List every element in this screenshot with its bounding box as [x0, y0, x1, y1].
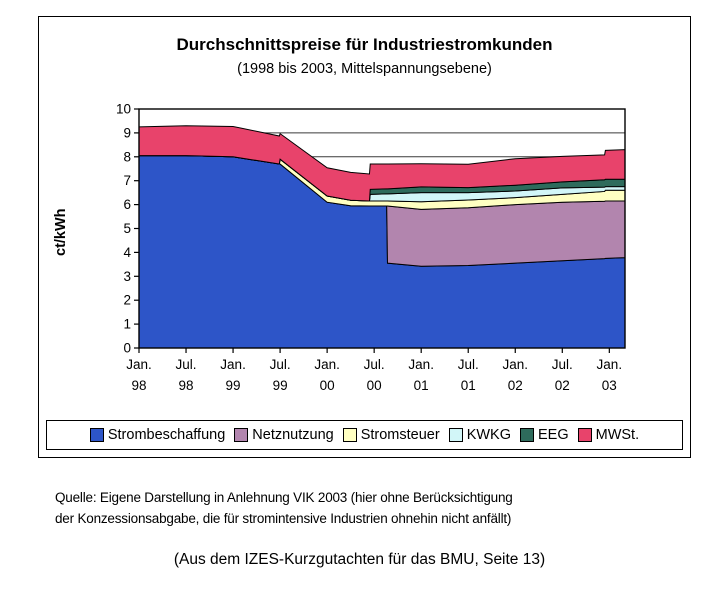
legend-swatch-kwkg — [448, 428, 463, 442]
caption: (Aus dem IZES-Kurzgutachten für das BMU,… — [173, 551, 546, 568]
source-note-line1: Quelle: Eigene Darstellung in Anlehnung … — [55, 490, 513, 505]
legend-swatch-strombeschaffung — [89, 428, 104, 442]
y-tick-label: 1 — [123, 317, 131, 332]
y-tick-label: 7 — [123, 173, 131, 188]
legend-label-eeg: EEG — [538, 427, 569, 443]
x-tick-label-year: 98 — [179, 378, 194, 393]
source-note: Quelle: Eigene Darstellung in Anlehnung … — [55, 487, 675, 529]
area-bands — [138, 125, 626, 349]
x-tick-label-year: 99 — [273, 378, 288, 393]
x-tick-label-year: 01 — [414, 378, 429, 393]
legend-swatch-stromsteuer — [342, 428, 357, 442]
legend-item-netznutzung: Netznutzung — [234, 427, 334, 443]
legend-label-strombeschaffung: Strombeschaffung — [107, 427, 226, 443]
y-tick-label: 10 — [116, 102, 131, 117]
x-tick-label-month: Jul. — [364, 357, 385, 372]
legend-item-eeg: EEG — [520, 427, 569, 443]
y-tick-label: 9 — [123, 125, 131, 140]
legend-swatch-eeg — [520, 428, 534, 442]
x-tick-label-month: Jul. — [176, 357, 197, 372]
x-tick-label-year: 03 — [602, 378, 617, 393]
legend-item-stromsteuer: Stromsteuer — [342, 427, 440, 443]
chart-title: Durchschnittspreise für Industriestromku… — [176, 35, 553, 54]
chart-subtitle: (1998 bis 2003, Mittelspannungsebene) — [237, 61, 492, 77]
legend-label-mwst: MWSt. — [595, 427, 640, 443]
y-tick-label: 6 — [123, 197, 131, 212]
chart-panel: 0 1 2 3 4 5 6 7 8 9 10 Jan. 98 Jul. 98 Jan. 99 Jul. 99 Jan.… — [38, 16, 691, 458]
x-tick-label-month: Jan. — [408, 357, 434, 372]
x-tick-label-year: 02 — [508, 378, 523, 393]
x-tick-label-month: Jan. — [220, 357, 246, 372]
legend-item-strombeschaffung: Strombeschaffung — [89, 427, 226, 443]
y-tick-label: 5 — [123, 221, 131, 236]
source-note-line2: der Konzessionsabgabe, die für strominte… — [55, 511, 512, 526]
x-tick-label-year: 00 — [367, 378, 382, 393]
x-tick-label-month: Jan. — [126, 357, 152, 372]
x-tick-label-month: Jan. — [597, 357, 623, 372]
x-tick-label-month: Jan. — [314, 357, 340, 372]
x-tick-label-month: Jul. — [270, 357, 291, 372]
y-tick-label: 8 — [123, 149, 131, 164]
x-axis: Jan. 98 Jul. 98 Jan. 99 Jul. 99 Jan. 00 Jul. 00 Jan.… — [126, 348, 622, 393]
legend-label-kwkg: KWKG — [466, 427, 511, 443]
y-axis: 0 1 2 3 4 5 6 7 8 9 10 — [116, 102, 139, 356]
chart-plot-area: 012345678910Jan.98Jul.98Jan.99Jul.99Jan.… — [116, 102, 626, 393]
x-tick-label-year: 98 — [131, 378, 146, 393]
legend-swatch-mwst — [577, 428, 592, 442]
x-tick-label-month: Jul. — [552, 357, 573, 372]
x-tick-label-year: 00 — [320, 378, 335, 393]
x-tick-label-year: 02 — [555, 378, 570, 393]
x-tick-label-year: 99 — [226, 378, 241, 393]
legend-item-kwkg: KWKG — [448, 427, 511, 443]
x-tick-label-month: Jan. — [502, 357, 528, 372]
x-tick-label-month: Jul. — [458, 357, 479, 372]
y-tick-label: 4 — [123, 245, 131, 260]
legend-label-netznutzung: Netznutzung — [252, 427, 334, 443]
y-axis-label: ct/kWh — [53, 208, 69, 256]
legend: Strombeschaffung Netznutzung Stromsteuer KW… — [46, 420, 683, 450]
y-tick-label: 3 — [123, 269, 131, 284]
y-tick-label: 2 — [123, 293, 131, 308]
y-tick-label: 0 — [123, 341, 131, 356]
legend-item-mwst: MWSt. — [577, 427, 640, 443]
x-tick-label-year: 01 — [461, 378, 476, 393]
legend-swatch-netznutzung — [234, 428, 249, 442]
legend-label-stromsteuer: Stromsteuer — [360, 427, 440, 443]
